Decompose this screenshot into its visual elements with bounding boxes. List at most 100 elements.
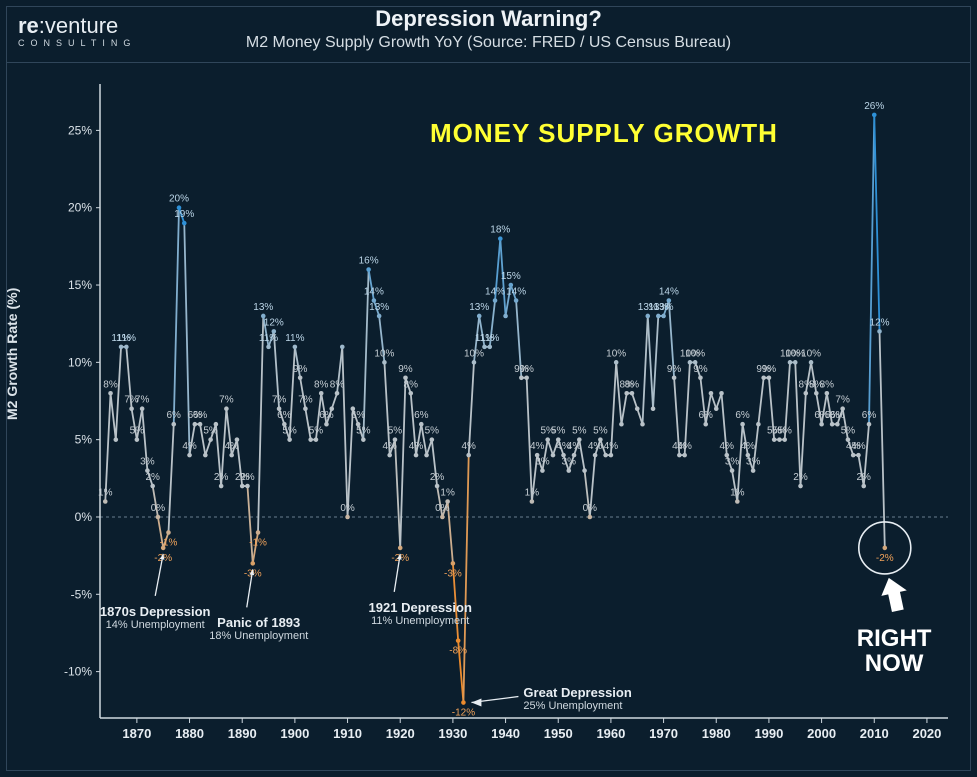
svg-text:2000: 2000 <box>807 726 836 741</box>
svg-text:8%: 8% <box>404 379 419 390</box>
svg-text:2010: 2010 <box>860 726 889 741</box>
svg-text:10%: 10% <box>464 348 484 359</box>
svg-text:5%: 5% <box>551 426 566 437</box>
svg-text:10%: 10% <box>374 348 394 359</box>
svg-text:13%: 13% <box>654 302 674 313</box>
svg-text:0%: 0% <box>435 503 450 514</box>
annotation-sub: 11% Unemployment <box>369 615 472 627</box>
svg-text:7%: 7% <box>219 395 234 406</box>
svg-text:6%: 6% <box>735 410 750 421</box>
svg-text:2%: 2% <box>793 472 808 483</box>
svg-text:7%: 7% <box>135 395 150 406</box>
svg-text:1890: 1890 <box>228 726 257 741</box>
svg-text:5%: 5% <box>309 426 324 437</box>
svg-text:20%: 20% <box>169 194 189 205</box>
svg-text:3%: 3% <box>746 457 761 468</box>
svg-text:15%: 15% <box>501 271 521 282</box>
svg-text:4%: 4% <box>567 441 582 452</box>
line-chart: -10%-5%0%5%10%15%20%25%18701880189019001… <box>60 78 960 758</box>
svg-text:-10%: -10% <box>64 665 92 679</box>
svg-text:-1%: -1% <box>160 537 178 548</box>
svg-text:1%: 1% <box>730 488 745 499</box>
svg-text:1880: 1880 <box>175 726 204 741</box>
svg-text:4%: 4% <box>182 441 197 452</box>
svg-text:2%: 2% <box>240 472 255 483</box>
annotation-sub: 14% Unemployment <box>100 619 211 631</box>
svg-text:9%: 9% <box>519 364 534 375</box>
svg-text:1940: 1940 <box>491 726 520 741</box>
svg-text:1910: 1910 <box>333 726 362 741</box>
svg-text:18%: 18% <box>490 225 510 236</box>
svg-text:1960: 1960 <box>596 726 625 741</box>
annotation-title: Panic of 1893 <box>209 615 308 630</box>
svg-text:4%: 4% <box>461 441 476 452</box>
svg-text:1920: 1920 <box>386 726 415 741</box>
svg-text:3%: 3% <box>725 457 740 468</box>
chart-subtitle: M2 Money Supply Growth YoY (Source: FRED… <box>0 34 977 52</box>
svg-text:14%: 14% <box>506 286 526 297</box>
svg-text:15%: 15% <box>68 278 92 292</box>
svg-text:2%: 2% <box>857 472 872 483</box>
svg-text:5%: 5% <box>425 426 440 437</box>
svg-text:2%: 2% <box>214 472 229 483</box>
svg-text:-12%: -12% <box>452 708 475 719</box>
svg-text:10%: 10% <box>68 355 92 369</box>
svg-text:7%: 7% <box>298 395 313 406</box>
right-now-label: RIGHTNOW <box>857 626 932 676</box>
annotation-title: 1870s Depression <box>100 604 211 619</box>
svg-text:-1%: -1% <box>249 537 267 548</box>
svg-text:2020: 2020 <box>912 726 941 741</box>
svg-text:14%: 14% <box>485 286 505 297</box>
svg-text:-5%: -5% <box>71 587 93 601</box>
svg-text:4%: 4% <box>588 441 603 452</box>
svg-text:16%: 16% <box>359 256 379 267</box>
svg-text:1970: 1970 <box>649 726 678 741</box>
svg-text:0%: 0% <box>340 503 355 514</box>
svg-text:5%: 5% <box>356 426 371 437</box>
svg-text:10%: 10% <box>685 348 705 359</box>
chart-title: Depression Warning? <box>0 6 977 32</box>
svg-text:6%: 6% <box>319 410 334 421</box>
svg-text:5%: 5% <box>388 426 403 437</box>
svg-text:7%: 7% <box>272 395 287 406</box>
svg-text:12%: 12% <box>264 317 284 328</box>
svg-text:-2%: -2% <box>876 553 894 564</box>
svg-text:8%: 8% <box>330 379 345 390</box>
svg-text:8%: 8% <box>820 379 835 390</box>
svg-text:3%: 3% <box>535 457 550 468</box>
svg-text:5%: 5% <box>841 426 856 437</box>
svg-text:1990: 1990 <box>754 726 783 741</box>
svg-text:4%: 4% <box>677 441 692 452</box>
svg-text:9%: 9% <box>293 364 308 375</box>
svg-text:9%: 9% <box>693 364 708 375</box>
svg-text:14%: 14% <box>659 286 679 297</box>
title-block: Depression Warning? M2 Money Supply Grow… <box>0 6 977 52</box>
svg-text:1%: 1% <box>525 488 540 499</box>
svg-text:4%: 4% <box>382 441 397 452</box>
svg-text:3%: 3% <box>562 457 577 468</box>
svg-text:5%: 5% <box>777 426 792 437</box>
svg-text:6%: 6% <box>414 410 429 421</box>
svg-text:6%: 6% <box>193 410 208 421</box>
svg-text:5%: 5% <box>75 433 93 447</box>
svg-text:5%: 5% <box>282 426 297 437</box>
svg-text:1950: 1950 <box>544 726 573 741</box>
svg-text:6%: 6% <box>830 410 845 421</box>
svg-text:13%: 13% <box>253 302 273 313</box>
svg-text:2%: 2% <box>145 472 160 483</box>
svg-text:11%: 11% <box>259 333 278 344</box>
svg-text:-8%: -8% <box>449 646 467 657</box>
svg-text:13%: 13% <box>369 302 389 313</box>
svg-text:4%: 4% <box>224 441 239 452</box>
svg-text:14%: 14% <box>364 286 384 297</box>
svg-text:1%: 1% <box>440 488 455 499</box>
title-divider <box>6 62 971 63</box>
annotation-title: Great Depression <box>523 685 631 700</box>
svg-text:4%: 4% <box>720 441 735 452</box>
svg-text:6%: 6% <box>698 410 713 421</box>
svg-text:1930: 1930 <box>438 726 467 741</box>
svg-text:19%: 19% <box>174 209 194 220</box>
annotation-sub: 18% Unemployment <box>209 630 308 642</box>
svg-text:7%: 7% <box>835 395 850 406</box>
svg-text:4%: 4% <box>851 441 866 452</box>
